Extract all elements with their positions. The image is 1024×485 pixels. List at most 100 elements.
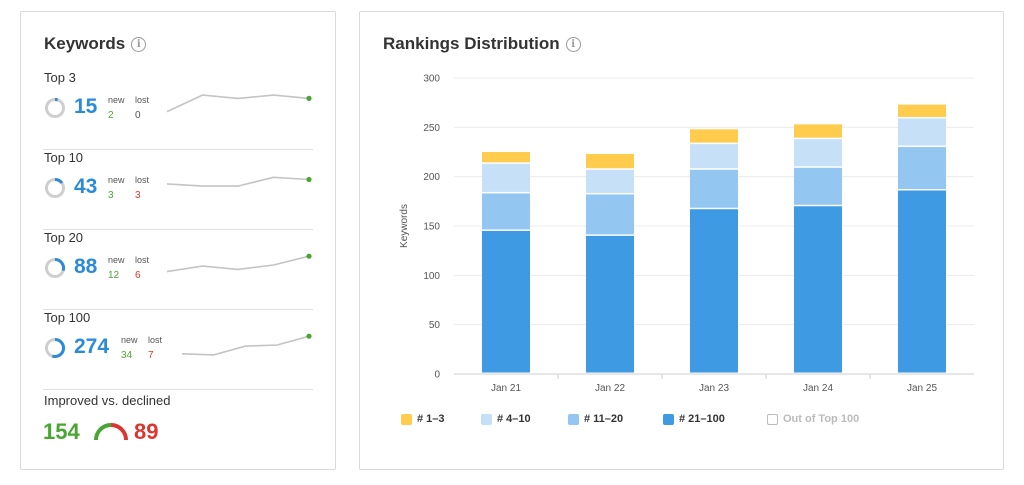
- legend-label: # 1–3: [417, 413, 445, 425]
- x-tick-label: Jan 24: [803, 383, 833, 394]
- lost-label: lost: [135, 175, 150, 185]
- legend-checkbox-icon[interactable]: [568, 413, 579, 425]
- donut-arc: [54, 258, 65, 272]
- bar-segment[interactable]: [898, 104, 946, 117]
- x-tick-label: Jan 22: [595, 383, 625, 394]
- bar-segment[interactable]: [794, 167, 842, 205]
- legend-item-out-of-top-100[interactable]: Out of Top 100: [767, 413, 859, 425]
- legend-item-21-100[interactable]: # 21–100: [663, 413, 725, 425]
- sparkline: [166, 176, 312, 187]
- rankings-title-text: Rankings Distribution: [383, 34, 560, 53]
- legend-label: # 4–10: [497, 413, 531, 425]
- improved-declined-label: Improved vs. declined: [44, 393, 171, 408]
- gauge-icon: [94, 423, 128, 441]
- legend-checkbox-icon[interactable]: [663, 413, 674, 425]
- keyword-count: 274: [74, 335, 110, 358]
- keywords-card: Keywords i Top 3 15 new lost 2 0 Top 10 …: [20, 11, 336, 470]
- bar-segment[interactable]: [482, 152, 530, 163]
- lost-value: 0: [135, 110, 141, 121]
- new-label: new: [108, 175, 125, 185]
- legend-item-1-3[interactable]: # 1–3: [401, 413, 445, 425]
- lost-label: lost: [148, 335, 163, 345]
- new-label: new: [121, 335, 138, 345]
- y-tick-label: 50: [429, 320, 441, 331]
- bar-segment[interactable]: [794, 206, 842, 373]
- legend-label: # 11–20: [584, 413, 624, 425]
- donut-icon: [45, 338, 65, 358]
- info-icon[interactable]: i: [131, 36, 147, 52]
- declined-value: 89: [134, 419, 159, 444]
- sparkline-path: [166, 176, 310, 187]
- bar-segment[interactable]: [586, 235, 634, 373]
- donut-icon: [45, 258, 65, 278]
- keyword-count: 88: [74, 255, 98, 278]
- lost-label: lost: [135, 95, 150, 105]
- donut-arc: [54, 178, 64, 185]
- bar-segment[interactable]: [690, 209, 738, 373]
- keyword-section-top3[interactable]: Top 3 15 new lost 2 0: [43, 70, 313, 150]
- keyword-section-top100[interactable]: Top 100 274 new lost 34 7: [43, 310, 313, 390]
- sparkline-endpoint: [306, 176, 312, 183]
- lost-value: 7: [148, 350, 154, 361]
- rankings-chart: 0 50 100 150 200 250 300 Keywords Jan 21 Jan 22 Ja…: [399, 74, 974, 394]
- keywords-title-text: Keywords: [44, 34, 126, 53]
- donut-arc: [51, 338, 65, 358]
- section-label: Top 100: [44, 310, 91, 325]
- legend-checkbox-icon[interactable]: [767, 413, 778, 425]
- bar-segment[interactable]: [898, 190, 946, 373]
- bar-segment[interactable]: [586, 169, 634, 193]
- bar-segment[interactable]: [586, 153, 634, 169]
- section-label: Top 10: [44, 150, 84, 165]
- y-tick-label: 300: [423, 74, 440, 85]
- bar-segment[interactable]: [898, 147, 946, 189]
- sparkline-endpoint: [306, 95, 312, 101]
- y-tick-label: 100: [423, 271, 440, 282]
- keywords-title: Keywords i: [44, 34, 147, 54]
- rankings-distribution-card: Rankings Distribution i 0 50 100 150 200 250 3…: [359, 11, 1004, 470]
- legend-label: # 21–100: [679, 413, 725, 425]
- legend-checkbox-icon[interactable]: [481, 413, 492, 425]
- sparkline: [166, 253, 312, 273]
- y-tick-label: 250: [423, 123, 440, 134]
- bar-segment[interactable]: [482, 230, 530, 373]
- bar-segment[interactable]: [482, 163, 530, 192]
- legend-item-11-20[interactable]: # 11–20: [568, 413, 623, 425]
- bar-segment[interactable]: [690, 129, 738, 143]
- new-label: new: [108, 255, 125, 265]
- keyword-count: 15: [74, 95, 98, 118]
- bar-segment[interactable]: [794, 124, 842, 138]
- sparkline-path: [166, 255, 310, 273]
- sparkline: [181, 333, 312, 356]
- y-tick-label: 150: [423, 222, 440, 233]
- bar-segment[interactable]: [482, 193, 530, 230]
- bar-segment[interactable]: [690, 169, 738, 208]
- donut-icon: [45, 98, 65, 118]
- keyword-section-top10[interactable]: Top 10 43 new lost 3 3: [43, 150, 313, 230]
- sparkline-endpoint: [306, 333, 312, 339]
- bar-segment[interactable]: [690, 144, 738, 169]
- y-tick-label: 0: [434, 370, 440, 381]
- donut-icon: [45, 178, 65, 198]
- legend-label: Out of Top 100: [783, 413, 860, 425]
- legend-checkbox-icon[interactable]: [401, 413, 412, 425]
- y-tick-label: 200: [423, 172, 440, 183]
- keyword-count: 43: [74, 175, 98, 198]
- bar-segment[interactable]: [586, 194, 634, 235]
- x-tick-label: Jan 25: [907, 383, 937, 394]
- legend-item-4-10[interactable]: # 4–10: [481, 413, 531, 425]
- bar-segment[interactable]: [898, 118, 946, 146]
- improved-value: 154: [43, 419, 80, 444]
- bar-segment[interactable]: [794, 139, 842, 167]
- x-tick-label: Jan 21: [491, 383, 521, 394]
- info-icon[interactable]: i: [565, 36, 581, 52]
- new-value: 3: [108, 190, 114, 201]
- new-value: 2: [108, 110, 114, 121]
- sparkline-path: [166, 94, 310, 113]
- lost-label: lost: [135, 255, 150, 265]
- lost-value: 6: [135, 270, 141, 281]
- keyword-section-top20[interactable]: Top 20 88 new lost 12 6: [43, 230, 313, 310]
- x-tick-label: Jan 23: [699, 383, 729, 394]
- sparkline-path: [181, 335, 310, 356]
- sparkline-endpoint: [306, 253, 312, 259]
- section-label: Top 20: [44, 230, 84, 245]
